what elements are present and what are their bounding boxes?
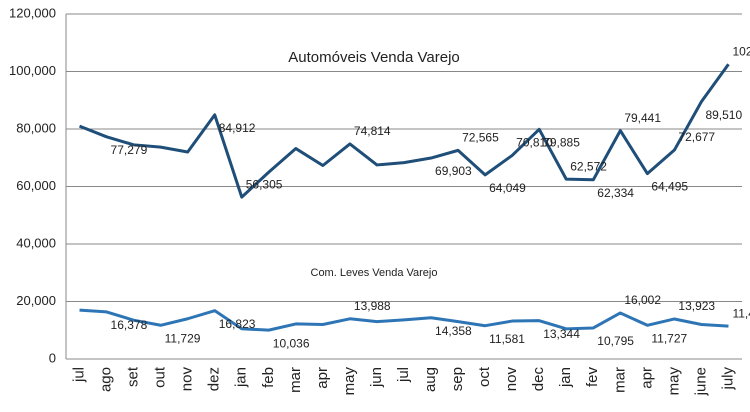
x-tick-label: dez xyxy=(206,367,223,391)
data-label: 11,727 xyxy=(651,331,687,345)
data-label: 11,581 xyxy=(489,332,525,346)
data-label: 14,358 xyxy=(435,324,472,338)
data-label: 62,334 xyxy=(597,186,634,200)
x-tick-label: oct xyxy=(476,366,493,387)
x-tick-label: ago xyxy=(98,367,115,392)
x-tick-label: apr xyxy=(314,367,331,389)
x-tick-label: set xyxy=(125,366,142,387)
data-label: 72,565 xyxy=(462,131,499,145)
x-tick-label: july xyxy=(719,367,736,391)
x-tick-label: june xyxy=(692,367,709,396)
x-tick-label: aug xyxy=(422,367,439,392)
x-tick-label: jul xyxy=(395,367,412,383)
x-tick-label: jul xyxy=(70,367,87,383)
x-tick-label: out xyxy=(152,366,169,388)
line xyxy=(78,63,730,199)
y-tick-label: 60,000 xyxy=(16,178,56,193)
data-label: 11,729 xyxy=(165,331,201,345)
data-label: 64,495 xyxy=(651,180,688,194)
y-tick-label: 80,000 xyxy=(16,120,56,135)
x-tick-label: may xyxy=(665,367,682,396)
x-tick-label: jun xyxy=(368,367,385,388)
data-label: 79,441 xyxy=(624,111,661,125)
x-tick-label: nov xyxy=(179,367,196,392)
data-label: 16,002 xyxy=(624,293,661,307)
data-label: 74,814 xyxy=(354,124,391,138)
data-label: 77,279 xyxy=(111,143,148,157)
x-tick-label: mar xyxy=(611,367,628,393)
y-tick-label: 40,000 xyxy=(16,235,56,250)
data-label: 56,305 xyxy=(246,177,283,191)
data-label: 64,049 xyxy=(489,181,526,195)
data-label: 89,510 xyxy=(705,108,742,122)
x-tick-label: feb xyxy=(260,367,277,388)
data-label: 13,344 xyxy=(543,327,580,341)
data-label: 79,885 xyxy=(543,136,580,150)
x-tick-label: sep xyxy=(449,367,466,391)
data-label: 13,988 xyxy=(354,299,391,313)
data-label: 62,572 xyxy=(570,159,607,173)
data-label: 11,426 xyxy=(732,306,750,320)
series-label: Automóveis Venda Varejo xyxy=(288,49,460,66)
series-label: Com. Leves Venda Varejo xyxy=(311,267,438,279)
x-tick-label: jan xyxy=(233,367,250,388)
line xyxy=(79,308,729,332)
data-label: 72,677 xyxy=(678,130,715,144)
x-tick-label: jan xyxy=(557,367,574,388)
data-label: 16,823 xyxy=(219,317,256,331)
y-tick-label: 0 xyxy=(49,350,56,365)
data-label: 10,036 xyxy=(273,336,310,350)
x-tick-label: dec xyxy=(530,367,547,392)
y-tick-label: 100,000 xyxy=(9,63,56,78)
x-tick-label: nov xyxy=(503,367,520,392)
data-label: 70,810 xyxy=(516,136,553,150)
data-label: 102,510 xyxy=(732,44,750,58)
x-tick-label: apr xyxy=(638,367,655,389)
x-tick-label: mar xyxy=(287,367,304,393)
data-label: 10,795 xyxy=(597,334,634,348)
x-tick-label: fev xyxy=(584,367,601,388)
data-label: 16,378 xyxy=(111,318,148,332)
data-label: 69,903 xyxy=(435,164,472,178)
data-label: 13,923 xyxy=(678,299,715,313)
x-tick-label: may xyxy=(341,367,358,396)
y-tick-label: 120,000 xyxy=(9,5,56,20)
y-tick-label: 20,000 xyxy=(16,293,56,308)
data-label: 84,912 xyxy=(219,121,256,135)
